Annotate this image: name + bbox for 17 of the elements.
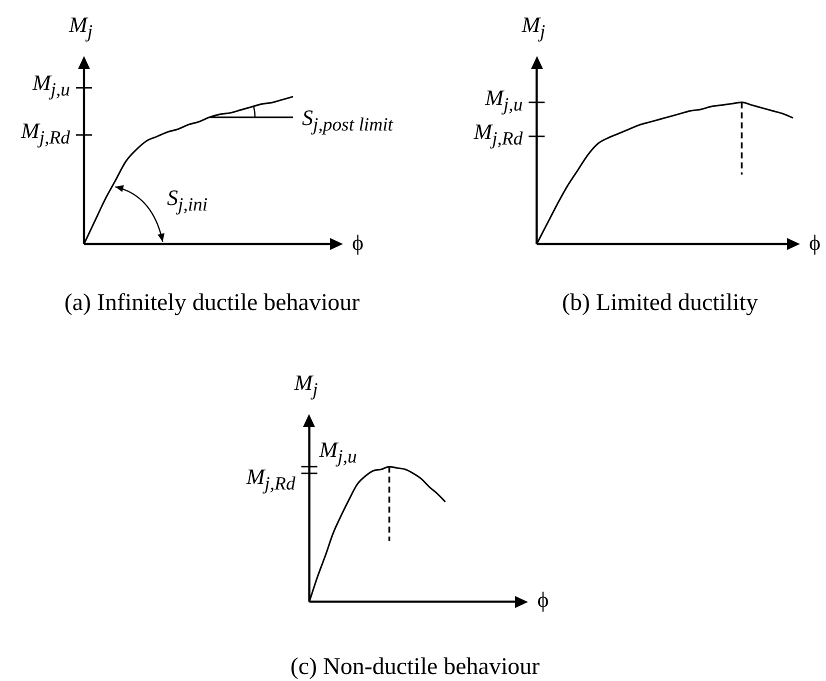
annotation: S$_{j,ini}$	[167, 185, 208, 216]
text: S$_{j,post limit}$	[302, 104, 393, 136]
y-axis-title: M$_{j}$	[522, 12, 546, 42]
ref-line-label: M$_{j,Rd}$	[21, 118, 70, 148]
ref-line-label: M$_{j,Rd}$	[246, 464, 296, 495]
text: (c) Non-ductile behaviour	[290, 654, 540, 680]
text: (b) Limited ductility	[562, 290, 758, 316]
ref-line-label: M$_{j,u}$	[32, 70, 70, 101]
x-axis-title: ϕ	[809, 230, 821, 255]
ref-line-label: M$_{j,Rd}$	[474, 118, 523, 150]
text: (a) Infinitely ductile behaviour	[64, 290, 360, 316]
ref-line-label: M$_{j,u}$	[319, 437, 357, 468]
ref-line-label: M$_{j,u}$	[485, 84, 523, 116]
x-axis-title: ϕ	[352, 230, 364, 255]
y-axis-title: M$_{j}$	[69, 12, 93, 42]
y-axis-title: M$_{j}$	[294, 370, 318, 400]
x-axis-title: ϕ	[537, 587, 549, 612]
